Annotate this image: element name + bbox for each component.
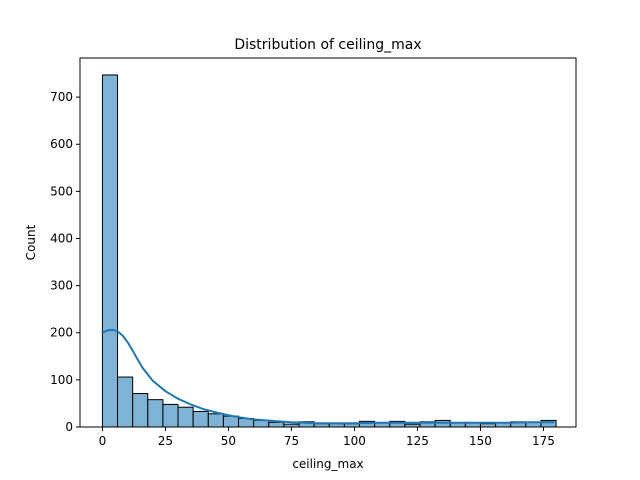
x-tick-label: 175 — [532, 434, 555, 448]
x-tick-label: 0 — [99, 434, 107, 448]
x-tick-label: 75 — [284, 434, 299, 448]
histogram-bar — [222, 415, 240, 428]
x-axis: 0 25 50 75 100 125 150 175 — [99, 427, 555, 448]
kde-layer — [101, 328, 555, 425]
y-tick-label: 500 — [50, 184, 73, 198]
plot-frame — [79, 57, 577, 428]
histogram-bar — [117, 376, 134, 428]
histogram-bar — [147, 399, 164, 428]
y-tick-label: 0 — [65, 420, 73, 434]
x-tick-label: 150 — [469, 434, 492, 448]
y-tick-label: 400 — [50, 231, 73, 245]
histogram-bar — [162, 403, 179, 428]
y-axis: 0 100 200 300 400 500 600 700 — [50, 90, 80, 434]
histogram-bar — [132, 393, 149, 428]
histogram-bar — [101, 74, 119, 428]
histogram-bar — [268, 421, 285, 428]
y-axis-title: Count — [24, 224, 38, 260]
y-tick-label: 600 — [50, 137, 73, 151]
histogram-bar — [192, 410, 209, 428]
bars-layer — [101, 74, 557, 428]
x-tick-label: 50 — [221, 434, 236, 448]
y-tick-label: 100 — [50, 373, 73, 387]
y-tick-label: 700 — [50, 90, 73, 104]
histogram-bar — [207, 413, 224, 428]
x-tick-label: 25 — [158, 434, 173, 448]
kde-line — [101, 328, 555, 425]
x-tick-label: 100 — [343, 434, 366, 448]
x-axis-title: ceiling_max — [292, 457, 363, 471]
x-tick-label: 125 — [406, 434, 429, 448]
y-tick-label: 300 — [50, 279, 73, 293]
histogram-bar — [177, 406, 194, 428]
y-tick-label: 200 — [50, 326, 73, 340]
chart-title: Distribution of ceiling_max — [234, 37, 421, 53]
